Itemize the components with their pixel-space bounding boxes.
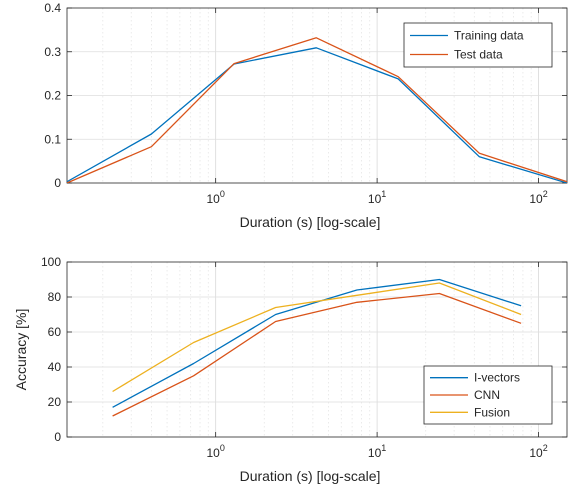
y-tick-label: 0.2	[44, 89, 61, 103]
series-line-fusion	[112, 282, 522, 393]
series-line-training-data	[67, 47, 567, 183]
y-tick-label: 40	[48, 360, 62, 374]
x-tick-label: 101	[368, 443, 386, 460]
grid	[67, 262, 567, 437]
y-tick-label: 0.3	[44, 45, 61, 59]
y-tick-label: 60	[48, 325, 62, 339]
y-tick-label: 80	[48, 290, 62, 304]
legend-label: Training data	[454, 29, 524, 43]
x-tick-label: 100	[206, 189, 224, 206]
y-tick-label: 100	[41, 255, 61, 269]
y-tick-label: 0	[54, 176, 61, 190]
series-line-i-vectors	[112, 278, 522, 408]
legend: I-vectors CNN Fusion	[423, 365, 553, 425]
axes-box	[66, 261, 568, 438]
x-axis-label: Duration (s) [log-scale]	[240, 214, 381, 230]
x-tick-label: 102	[529, 189, 547, 206]
y-tick-label: 20	[48, 395, 62, 409]
legend-label: Fusion	[474, 405, 510, 419]
y-tick-label: 0.1	[44, 132, 61, 146]
x-tick-label: 101	[368, 189, 386, 206]
legend-label: CNN	[474, 388, 500, 402]
top-plot: 0 0.1 0.2 0.3 0.4 100 101 102 Duration (s) [log-…	[44, 1, 568, 230]
series-line-test-data	[67, 37, 567, 183]
x-tick-label: 100	[206, 443, 224, 460]
legend-label: I-vectors	[474, 371, 520, 385]
x-tick-label: 102	[529, 443, 547, 460]
x-axis-label: Duration (s) [log-scale]	[240, 468, 381, 484]
y-tick-label: 0	[54, 430, 61, 444]
legend-box	[403, 22, 553, 68]
legend: Training data Test data	[403, 22, 553, 68]
y-tick-label: 0.4	[44, 1, 61, 15]
series-line-cnn	[112, 292, 522, 417]
y-axis-label: Accuracy [%]	[13, 309, 29, 391]
bottom-plot: 0 20 40 60 80 100 100 101 102 Duration (s) [log-s…	[13, 255, 568, 484]
legend-label: Test data	[454, 48, 503, 62]
